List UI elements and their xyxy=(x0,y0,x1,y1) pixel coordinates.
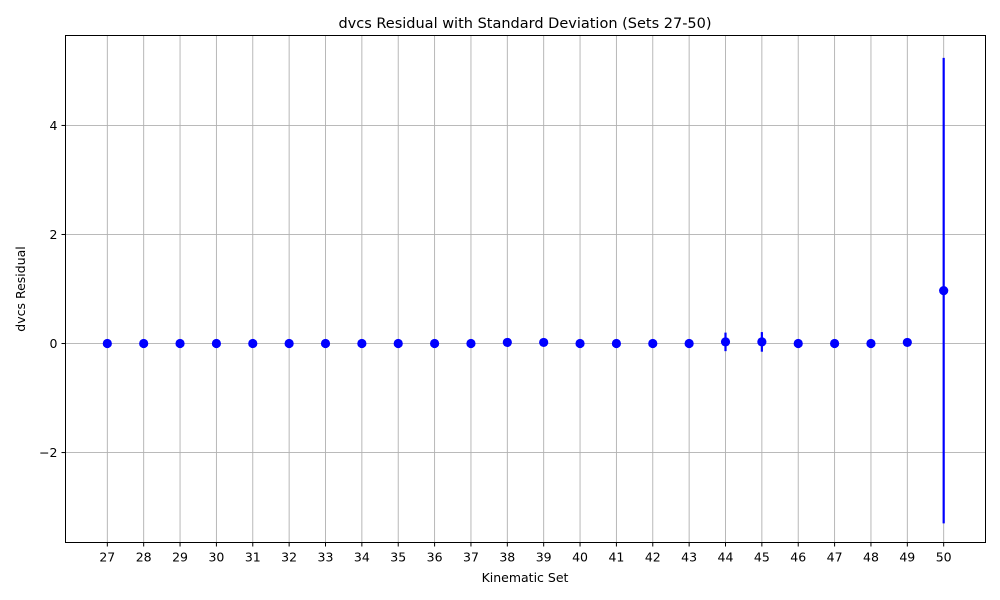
data-points xyxy=(102,57,949,524)
data-point xyxy=(902,337,912,348)
data-point xyxy=(793,338,803,349)
x-tick-label: 43 xyxy=(681,550,697,565)
data-point xyxy=(393,338,403,349)
x-tick-label: 47 xyxy=(827,550,843,565)
x-tick-label: 39 xyxy=(536,550,552,565)
x-tick-label: 29 xyxy=(172,550,188,565)
data-point xyxy=(648,338,658,349)
data-point xyxy=(102,338,112,349)
grid xyxy=(65,35,986,543)
data-point xyxy=(502,337,512,348)
x-axis-ticks: 27 28 29 30 31 32 33 34 35 36 37 38 39 40 41 42 43 44 45 46… xyxy=(99,542,952,565)
data-point xyxy=(175,338,185,349)
y-tick-label: 2 xyxy=(50,227,58,242)
data-point xyxy=(939,286,949,296)
x-tick-label: 38 xyxy=(499,550,515,565)
x-tick-label: 31 xyxy=(245,550,261,565)
data-point xyxy=(320,338,331,349)
data-point xyxy=(829,338,840,349)
data-point xyxy=(357,338,367,349)
plot-frame xyxy=(65,35,986,543)
x-tick-label: 40 xyxy=(572,550,588,565)
x-tick-label: 37 xyxy=(463,550,479,565)
data-point xyxy=(211,338,222,349)
x-axis-label: Kinematic Set xyxy=(482,570,569,585)
data-point xyxy=(539,337,549,348)
x-tick-label: 44 xyxy=(718,550,734,565)
data-point xyxy=(611,338,622,349)
data-point xyxy=(866,338,876,349)
x-tick-label: 35 xyxy=(390,550,406,565)
x-tick-label: 41 xyxy=(608,550,624,565)
x-tick-label: 30 xyxy=(208,550,224,565)
data-point xyxy=(429,338,440,349)
y-axis-ticks: −2 0 2 4 xyxy=(39,118,66,460)
x-tick-label: 50 xyxy=(936,550,952,565)
x-tick-label: 45 xyxy=(754,550,770,565)
x-tick-label: 46 xyxy=(790,550,806,565)
data-point xyxy=(575,338,585,349)
x-tick-label: 42 xyxy=(645,550,661,565)
data-point xyxy=(139,338,149,349)
x-tick-label: 28 xyxy=(136,550,152,565)
x-tick-label: 49 xyxy=(899,550,915,565)
y-axis-label: dvcs Residual xyxy=(13,246,28,331)
x-tick-label: 48 xyxy=(863,550,879,565)
x-tick-label: 27 xyxy=(99,550,115,565)
data-point xyxy=(757,337,767,347)
x-tick-label: 34 xyxy=(354,550,370,565)
data-point xyxy=(248,338,258,349)
chart-title: dvcs Residual with Standard Deviation (S… xyxy=(338,16,711,32)
y-tick-label: 0 xyxy=(50,336,58,351)
y-tick-label: 4 xyxy=(50,118,58,133)
data-point xyxy=(684,338,694,349)
data-point xyxy=(284,338,294,349)
x-tick-label: 36 xyxy=(427,550,443,565)
x-tick-label: 32 xyxy=(281,550,297,565)
data-point xyxy=(466,338,476,349)
data-point xyxy=(720,337,731,347)
y-tick-label: −2 xyxy=(39,445,57,460)
x-tick-label: 33 xyxy=(318,550,334,565)
